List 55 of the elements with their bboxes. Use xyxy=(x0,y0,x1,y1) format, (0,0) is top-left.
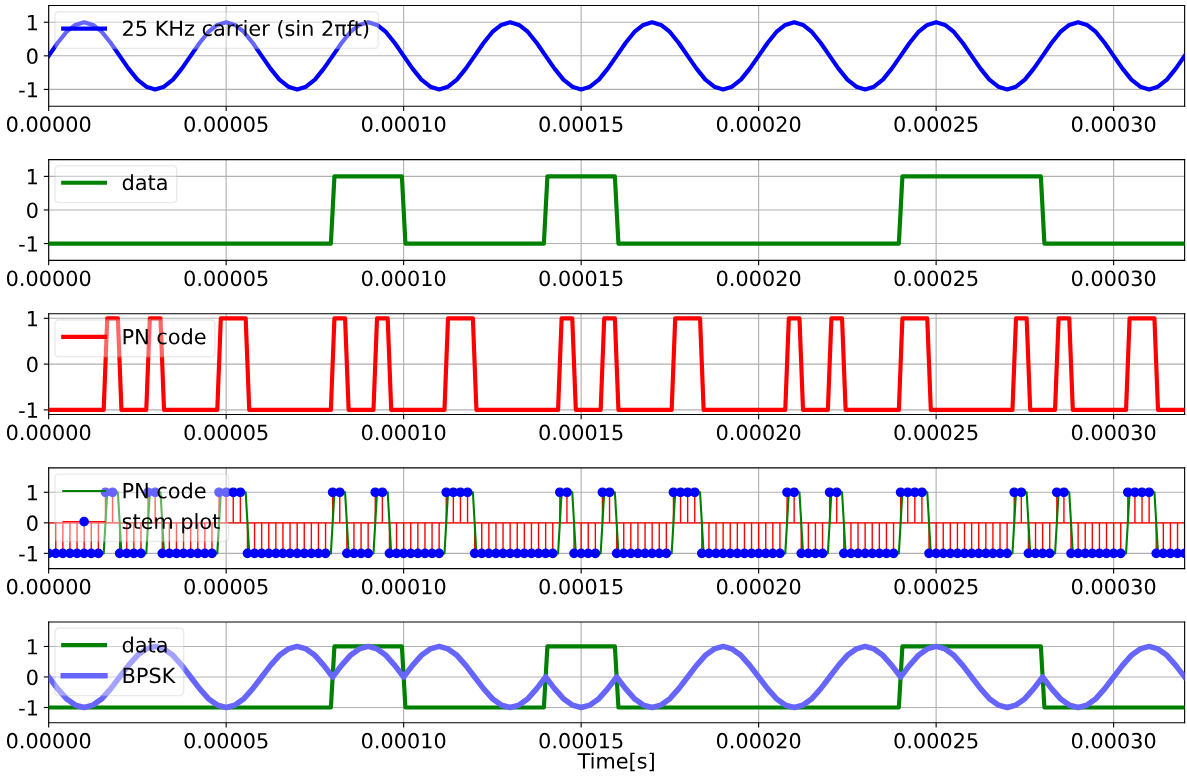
y-tick-label: 1 xyxy=(27,169,38,185)
x-tick-label: 0.00010 xyxy=(361,270,446,287)
x-tick-label: 0.00005 xyxy=(184,732,268,749)
x-tick-label: 0.00010 xyxy=(361,578,446,595)
x-tick-label: 0.00000 xyxy=(6,578,91,595)
legend-label: data xyxy=(122,174,167,191)
y-tick-label: -1 xyxy=(19,82,38,98)
x-tick-label: 0.00005 xyxy=(184,116,268,133)
x-axis-title: Time[s] xyxy=(577,752,654,772)
x-tick-label: 0.00020 xyxy=(716,578,801,595)
x-tick-label: 0.00030 xyxy=(1071,732,1156,749)
x-tick-label: 0.00020 xyxy=(716,116,801,133)
legend-label: data xyxy=(122,636,167,653)
x-tick-label: 0.00025 xyxy=(894,732,978,749)
x-tick-label: 0.00030 xyxy=(1071,424,1156,441)
x-tick-label: 0.00030 xyxy=(1071,270,1156,287)
y-tick-label: 0 xyxy=(27,669,38,686)
x-tick-label: 0.00010 xyxy=(361,424,446,441)
x-tick-label: 0.00005 xyxy=(184,270,268,287)
x-tick-label: 0.00005 xyxy=(184,578,268,595)
y-tick-label: 0 xyxy=(27,356,38,373)
y-tick-label: -1 xyxy=(19,402,38,418)
x-tick-label: 0.00025 xyxy=(894,116,978,133)
x-tick-label: 0.00015 xyxy=(539,270,623,287)
x-tick-label: 0.00020 xyxy=(716,270,801,287)
x-tick-label: 0.00000 xyxy=(6,424,91,441)
x-tick-label: 0.00020 xyxy=(716,424,801,441)
x-tick-label: 0.00010 xyxy=(361,116,446,133)
x-tick-label: 0.00015 xyxy=(539,424,623,441)
x-tick-label: 0.00005 xyxy=(184,424,268,441)
y-tick-label: 1 xyxy=(27,485,38,501)
x-tick-label: 0.00020 xyxy=(716,732,801,749)
x-tick-label: 0.00010 xyxy=(361,732,446,749)
y-tick-label: 0 xyxy=(27,515,38,532)
legend-label: PN code xyxy=(123,482,206,499)
y-tick-label: -1 xyxy=(19,700,38,716)
x-tick-label: 0.00025 xyxy=(894,270,978,287)
x-tick-label: 0.00030 xyxy=(1071,578,1156,595)
x-tick-label: 0.00025 xyxy=(894,424,978,441)
x-tick-label: 0.00015 xyxy=(539,732,623,749)
x-tick-label: 0.00015 xyxy=(539,578,623,595)
x-tick-label: 0.00000 xyxy=(6,732,91,749)
y-tick-label: 1 xyxy=(27,311,38,327)
y-tick-label: -1 xyxy=(19,546,38,562)
x-tick-label: 0.00030 xyxy=(1071,116,1156,133)
x-tick-label: 0.00000 xyxy=(6,270,91,287)
y-tick-label: 1 xyxy=(27,14,38,31)
x-tick-label: 0.00025 xyxy=(894,578,978,595)
y-tick-label: 0 xyxy=(27,48,38,65)
legend-label: BPSK xyxy=(123,667,176,684)
x-tick-label: 0.00000 xyxy=(6,116,91,133)
x-tick-label: 0.00015 xyxy=(539,116,623,133)
y-tick-label: 1 xyxy=(27,639,38,655)
y-tick-label: 0 xyxy=(27,202,38,219)
y-tick-label: -1 xyxy=(19,236,38,252)
